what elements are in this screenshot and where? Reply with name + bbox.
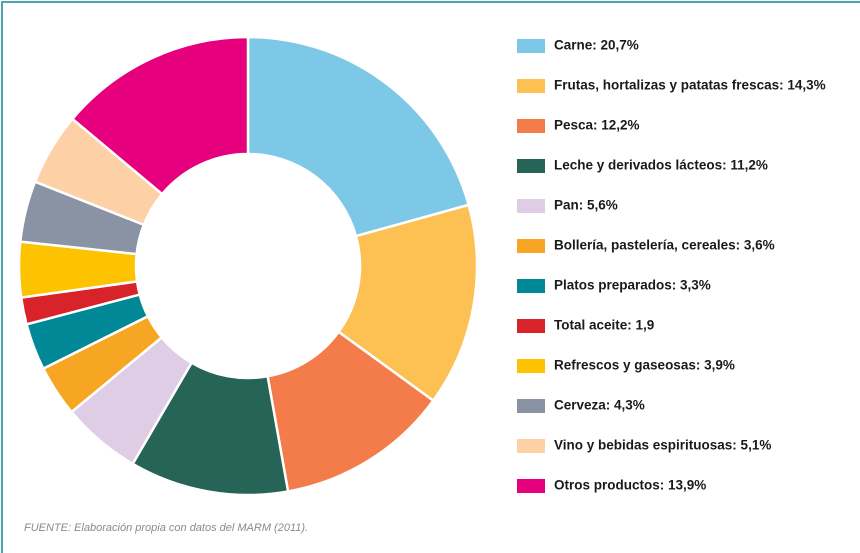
legend-swatch [517, 159, 545, 173]
legend-label: Refrescos y gaseosas: 3,9% [554, 358, 735, 373]
legend-swatch [517, 199, 545, 213]
legend-swatch [517, 119, 545, 133]
legend-swatch [517, 439, 545, 453]
legend-label: Cerveza: 4,3% [554, 398, 645, 413]
donut-slice [336, 203, 479, 403]
legend-label: Otros productos: 13,9% [554, 478, 706, 493]
legend-label: Platos preparados: 3,3% [554, 278, 711, 293]
legend-label: Total aceite: 1,9 [554, 318, 654, 333]
legend-swatch [517, 359, 545, 373]
legend-label: Pan: 5,6% [554, 198, 618, 213]
legend-swatch [517, 319, 545, 333]
legend-label: Leche y derivados lácteos: 11,2% [554, 158, 768, 173]
legend-label: Vino y bebidas espirituosas: 5,1% [554, 438, 771, 453]
legend-swatch [517, 39, 545, 53]
legend-swatch [517, 399, 545, 413]
legend-swatch [517, 79, 545, 93]
donut-slice [70, 35, 250, 196]
legend-label: Frutas, hortalizas y patatas frescas: 14… [554, 78, 826, 93]
source-note: FUENTE: Elaboración propia con datos del… [24, 522, 308, 534]
legend-swatch [517, 479, 545, 493]
legend-label: Pesca: 12,2% [554, 118, 640, 133]
legend-swatch [517, 279, 545, 293]
legend-label: Carne: 20,7% [554, 38, 639, 53]
donut-slice [246, 35, 471, 238]
legend-swatch [517, 239, 545, 253]
legend-label: Bollería, pastelería, cereales: 3,6% [554, 238, 775, 253]
